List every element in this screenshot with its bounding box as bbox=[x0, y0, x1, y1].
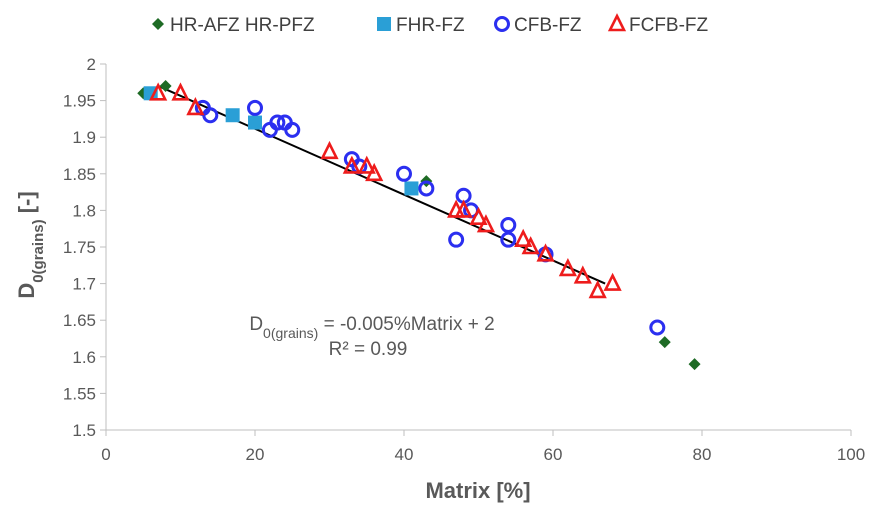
equation-annotation: D0(grains) = -0.005%Matrix + 2 bbox=[249, 314, 494, 341]
data-point-circle bbox=[284, 121, 301, 138]
legend-label: CFB-FZ bbox=[514, 15, 582, 36]
data-point-triangle bbox=[514, 228, 533, 247]
data-point-diamond bbox=[688, 358, 701, 371]
x-axis-title: Matrix [%] bbox=[425, 478, 530, 503]
y-tick-label: 2 bbox=[87, 55, 96, 74]
legend-marker-diamond bbox=[152, 18, 164, 30]
series-square bbox=[143, 86, 419, 196]
y-tick-label: 1.5 bbox=[72, 421, 96, 440]
data-point-triangle bbox=[521, 236, 540, 255]
data-point-circle bbox=[396, 165, 412, 182]
legend-marker-triangle bbox=[607, 13, 627, 32]
data-point-circle bbox=[448, 231, 465, 248]
y-tick-label: 1.65 bbox=[63, 311, 96, 330]
data-point-triangle bbox=[342, 155, 361, 174]
data-point-circle bbox=[247, 99, 263, 116]
data-point-triangle bbox=[603, 272, 622, 291]
legend-label: HR-AFZ HR-PFZ bbox=[170, 15, 315, 36]
legend-label: FCFB-FZ bbox=[629, 15, 709, 36]
x-tick-label: 20 bbox=[246, 445, 265, 464]
legend: HR-AFZ HR-PFZ FHR-FZ CFB-FZ FCFB-FZ bbox=[152, 13, 709, 36]
data-point-triangle bbox=[357, 155, 376, 174]
data-point-triangle bbox=[171, 82, 190, 101]
data-point-triangle bbox=[558, 258, 578, 277]
r-squared-annotation: R² = 0.99 bbox=[329, 339, 408, 360]
data-point-circle bbox=[500, 217, 517, 234]
x-tick-label: 0 bbox=[101, 445, 110, 464]
data-point-circle bbox=[418, 180, 435, 197]
data-point-circle bbox=[500, 231, 517, 248]
legend-label: FHR-FZ bbox=[396, 15, 465, 36]
y-tick-label: 1.9 bbox=[72, 128, 96, 147]
legend-marker-circle bbox=[494, 16, 510, 32]
data-point-triangle bbox=[588, 280, 607, 299]
y-axis-title: D0(grains) [-] bbox=[14, 191, 47, 298]
data-point-circle bbox=[269, 114, 286, 131]
data-point-triangle bbox=[469, 206, 488, 226]
data-point-square bbox=[404, 181, 419, 196]
data-point-triangle bbox=[149, 82, 168, 101]
series-triangle bbox=[149, 82, 622, 299]
data-point-triangle bbox=[186, 97, 205, 116]
data-point-diamond bbox=[658, 336, 671, 349]
data-point-triangle bbox=[365, 162, 384, 182]
data-point-square bbox=[143, 86, 158, 101]
data-marks bbox=[137, 79, 701, 371]
data-point-triangle bbox=[536, 243, 555, 262]
data-point-circle bbox=[649, 319, 666, 336]
y-tick-label: 1.6 bbox=[72, 348, 96, 367]
y-tick-label: 1.55 bbox=[63, 384, 96, 403]
data-point-circle bbox=[202, 107, 219, 124]
x-tick-label: 40 bbox=[395, 445, 414, 464]
y-tick-label: 1.8 bbox=[72, 201, 96, 220]
y-tick-label: 1.95 bbox=[63, 92, 96, 111]
data-point-triangle bbox=[573, 265, 592, 284]
data-point-triangle bbox=[320, 140, 339, 160]
data-point-triangle bbox=[476, 214, 496, 233]
y-tick-label: 1.75 bbox=[63, 238, 96, 257]
data-point-triangle bbox=[454, 199, 473, 218]
y-tick-label: 1.7 bbox=[72, 275, 96, 294]
x-tick-label: 80 bbox=[693, 445, 712, 464]
data-point-square bbox=[248, 115, 262, 130]
x-tick-label: 60 bbox=[544, 445, 563, 464]
legend-marker-square bbox=[377, 17, 391, 31]
y-tick-label: 1.85 bbox=[63, 165, 96, 184]
x-tick-label: 100 bbox=[837, 445, 865, 464]
series-circle bbox=[194, 99, 666, 336]
data-point-diamond bbox=[159, 79, 172, 92]
data-point-square bbox=[225, 108, 240, 123]
